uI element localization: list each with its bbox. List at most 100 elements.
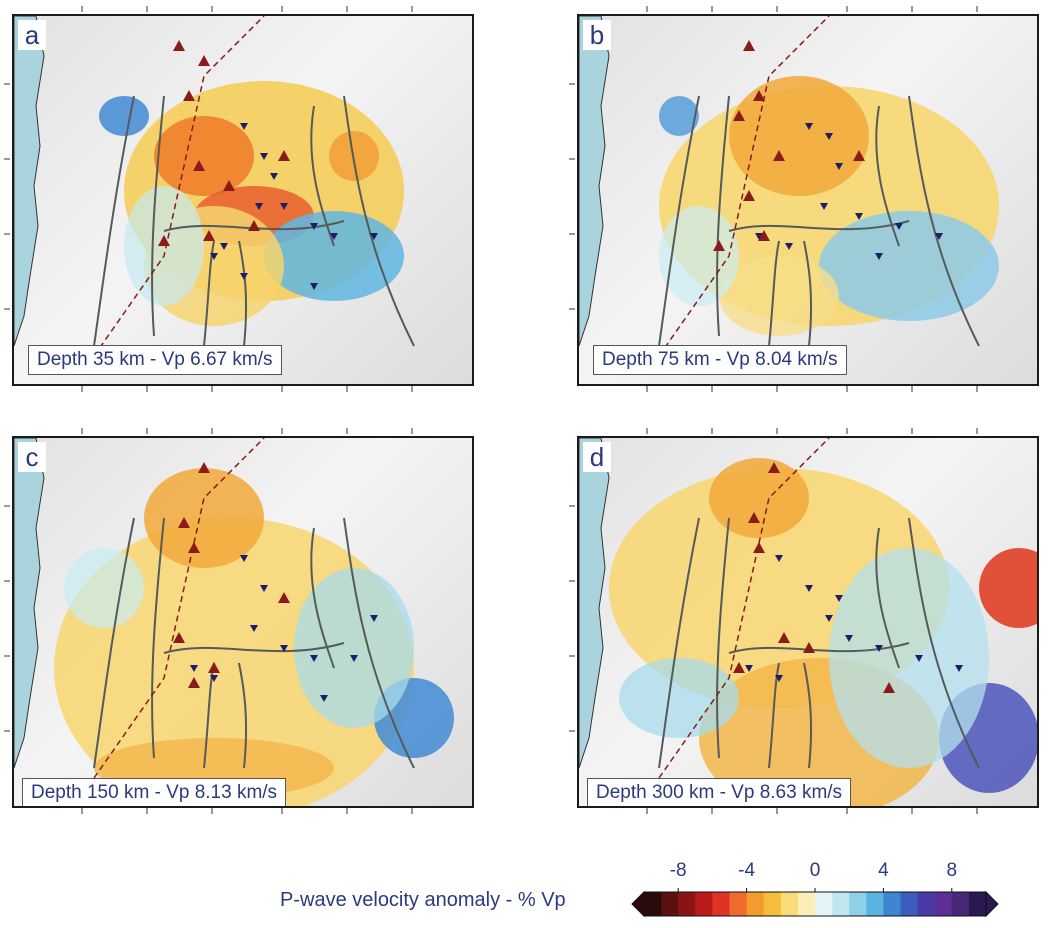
map-canvas: [579, 438, 1037, 806]
colorbar-swatch: [866, 892, 884, 916]
seismic-station-marker: [280, 203, 288, 210]
fault-line: [203, 240, 215, 347]
volcano-marker: [158, 235, 170, 246]
colorbar-tick-label: 0: [809, 860, 821, 881]
volcano-marker: [743, 190, 755, 201]
volcano-marker: [753, 90, 765, 101]
dashed-boundary: [658, 438, 830, 779]
fault-line: [238, 240, 248, 347]
colorbar-swatch: [644, 892, 662, 916]
volcano-marker: [743, 40, 755, 51]
seismic-station-marker: [220, 243, 228, 250]
seismic-station-marker: [855, 213, 863, 220]
volcano-marker: [178, 517, 190, 528]
map-panel-a: a Depth 35 km - Vp 6.67 km/s: [12, 14, 474, 386]
volcano-marker: [188, 542, 200, 553]
ocean: [14, 438, 45, 769]
seismic-station-marker: [805, 123, 813, 130]
volcano-marker: [758, 230, 770, 241]
colorbar-swatch: [763, 892, 782, 916]
volcano-marker: [768, 462, 780, 473]
volcano-marker: [773, 150, 785, 161]
seismic-station-marker: [820, 203, 828, 210]
volcano-marker: [278, 150, 290, 161]
colorbar-arrow-right: [985, 890, 999, 918]
seismic-station-marker: [370, 615, 378, 622]
velocity-anomaly: [144, 468, 264, 568]
fault-line: [238, 662, 248, 769]
seismic-station-marker: [805, 585, 813, 592]
velocity-anomaly: [979, 548, 1037, 628]
seismic-station-marker: [835, 163, 843, 170]
fault-line: [343, 517, 415, 769]
colorbar-swatch: [934, 892, 953, 916]
fault-line: [93, 95, 135, 347]
volcano-marker: [713, 240, 725, 251]
seismic-station-marker: [260, 585, 268, 592]
volcano-marker: [733, 662, 745, 673]
seismic-station-marker: [350, 655, 358, 662]
volcano-marker: [208, 662, 220, 673]
colorbar-swatch: [968, 892, 987, 916]
volcano-marker: [203, 230, 215, 241]
seismic-station-marker: [210, 675, 218, 682]
colorbar-swatch: [678, 892, 696, 916]
volcano-marker: [853, 150, 865, 161]
fault-line: [716, 95, 730, 337]
volcano-marker: [183, 90, 195, 101]
colorbar-tick-label: -8: [669, 860, 687, 881]
colorbar-swatch: [849, 892, 867, 916]
seismic-station-marker: [845, 635, 853, 642]
colorbar-swatch: [695, 892, 713, 916]
colorbar-swatch: [917, 892, 936, 916]
seismic-station-marker: [320, 695, 328, 702]
velocity-anomaly: [64, 548, 144, 628]
seismic-station-marker: [280, 645, 288, 652]
fault-line: [310, 527, 335, 669]
velocity-anomaly: [659, 96, 699, 136]
colorbar-swatch: [900, 892, 919, 916]
seismic-station-marker: [915, 655, 923, 662]
volcano-marker: [173, 632, 185, 643]
seismic-station-marker: [250, 625, 258, 632]
seismic-station-marker: [875, 253, 883, 260]
ocean: [14, 16, 45, 347]
colorbar-swatch: [883, 892, 901, 916]
panel-letter: c: [18, 442, 46, 472]
fault-line: [908, 95, 980, 347]
colorbar-swatch: [815, 892, 833, 916]
seismic-station-marker: [775, 675, 783, 682]
fault-line: [93, 517, 135, 769]
map-panel-d: d Depth 300 km - Vp 8.63 km/s: [577, 436, 1039, 808]
colorbar-swatch: [780, 892, 799, 916]
depth-label: Depth 75 km - Vp 8.04 km/s: [593, 345, 847, 375]
colorbar-tick-label: -4: [738, 860, 756, 881]
volcano-marker: [753, 542, 765, 553]
fault-line: [728, 220, 910, 232]
volcano-marker: [733, 110, 745, 121]
colorbar-swatch: [797, 892, 816, 916]
velocity-anomaly: [294, 568, 414, 728]
fault-line: [908, 517, 980, 769]
volcano-marker: [278, 592, 290, 603]
velocity-anomaly: [819, 211, 999, 321]
seismic-station-marker: [825, 615, 833, 622]
colorbar-swatch: [661, 892, 679, 916]
map-canvas: [14, 16, 415, 357]
colorbar-arrow-left: [631, 890, 645, 918]
colorbar-swatch: [746, 892, 765, 916]
seismic-station-marker: [825, 133, 833, 140]
seismic-station-marker: [310, 655, 318, 662]
colorbar-swatch: [951, 892, 970, 916]
volcano-marker: [883, 682, 895, 693]
seismic-station-marker: [775, 555, 783, 562]
velocity-anomaly: [619, 658, 739, 738]
seismic-station-marker: [310, 223, 318, 230]
volcano-marker: [188, 677, 200, 688]
velocity-anomaly: [729, 76, 869, 196]
dashed-boundary: [658, 16, 830, 357]
panel-letter: a: [18, 20, 46, 50]
seismic-station-marker: [755, 233, 763, 240]
velocity-anomaly: [99, 96, 149, 136]
fault-line: [803, 240, 813, 347]
